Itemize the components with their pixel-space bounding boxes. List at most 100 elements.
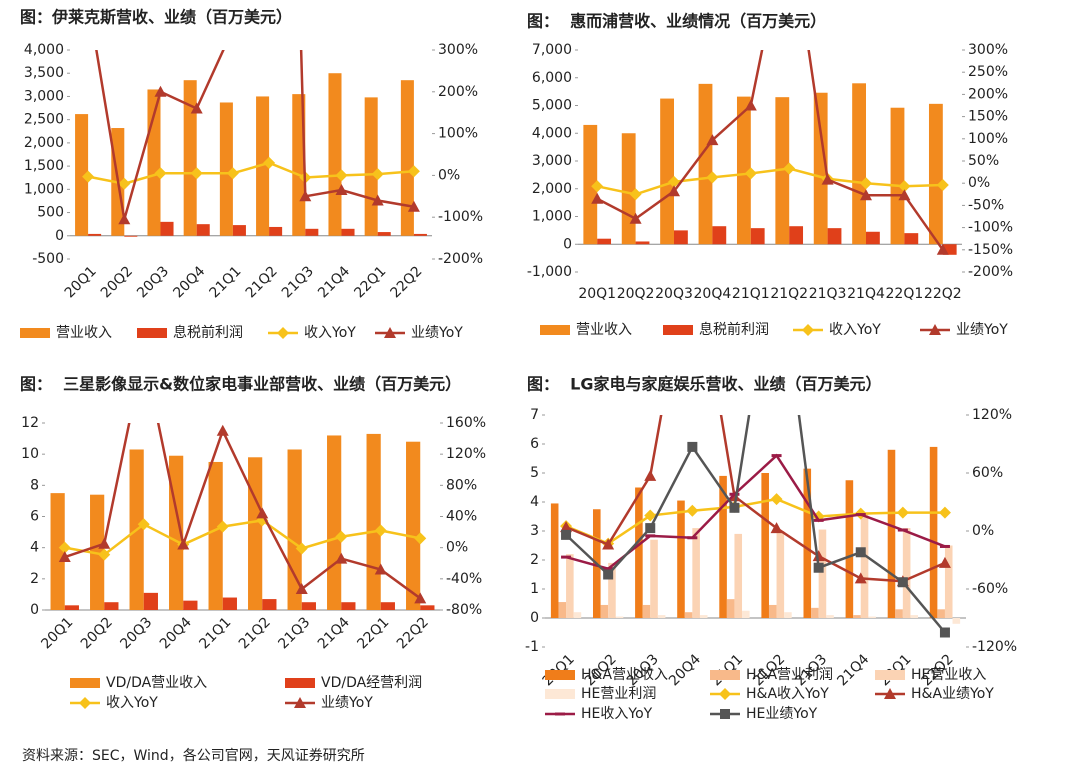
y-tick-label: 8: [30, 477, 39, 493]
point: [668, 175, 680, 188]
bar: [248, 457, 263, 610]
point: [295, 582, 308, 594]
bar: [692, 528, 700, 618]
x-tick-label: 21Q4: [315, 263, 353, 301]
y-tick-label: -1: [525, 639, 539, 655]
point: [938, 506, 951, 519]
bar: [222, 597, 237, 610]
chart-title: 图：伊莱克斯营收、业绩（百万美元）: [20, 8, 292, 27]
x-tick-label: 22Q1: [351, 263, 389, 301]
bar: [660, 98, 674, 245]
bar: [183, 80, 197, 236]
point: [82, 0, 94, 5]
y-tick-label: 0: [55, 228, 64, 244]
point: [687, 536, 698, 540]
x-tick-label: 20Q1: [62, 263, 100, 301]
legend-label: 业绩YoY: [956, 322, 1008, 338]
point: [896, 506, 909, 519]
point: [770, 493, 783, 506]
y2-tick-label: 0%: [438, 167, 460, 183]
y-tick-label: 0: [30, 602, 39, 618]
point: [295, 542, 308, 555]
bar: [803, 468, 812, 618]
point: [936, 243, 949, 255]
point: [58, 541, 71, 554]
y-tick-label: 6,000: [532, 70, 572, 86]
y-tick-label: -500: [32, 251, 64, 267]
point: [137, 518, 150, 531]
bar: [928, 103, 943, 245]
bar: [657, 615, 666, 618]
chart-title: 图： 惠而浦营收、业绩情况（百万美元）: [527, 12, 826, 31]
legend-marker: [719, 688, 731, 700]
point: [706, 171, 719, 184]
y-tick-label: 1: [530, 581, 539, 597]
point: [645, 523, 656, 534]
bar: [608, 562, 616, 618]
point: [686, 504, 699, 517]
bar: [366, 433, 381, 610]
bar: [742, 610, 750, 618]
bar: [845, 480, 854, 618]
bar: [328, 73, 342, 236]
bar: [341, 602, 356, 610]
bar: [698, 83, 713, 245]
x-tick-label: 21Q4: [834, 651, 872, 689]
x-tick-label: 22Q2: [394, 614, 432, 652]
bar: [600, 604, 609, 618]
bar: [827, 228, 842, 245]
point: [706, 134, 719, 146]
bar: [305, 228, 319, 236]
bar: [64, 605, 79, 610]
bar: [635, 487, 643, 618]
bar: [583, 124, 598, 245]
legend-label: H&A营业利润: [746, 667, 833, 683]
point: [216, 424, 229, 436]
x-tick-label: 20Q1: [578, 286, 616, 302]
x-tick-label: 21Q4: [315, 614, 353, 652]
y2-tick-label: 250%: [968, 64, 1008, 80]
legend-label: 营业收入: [576, 322, 632, 338]
legend-label: 息税前利润: [699, 321, 769, 338]
bar: [887, 449, 896, 618]
legend-label: H&A收入YoY: [746, 686, 829, 702]
point: [939, 627, 950, 638]
point: [629, 212, 642, 224]
y-tick-label: 2,000: [532, 181, 572, 197]
legend-label: HE业绩YoY: [746, 706, 818, 722]
point: [855, 513, 866, 517]
y-tick-label: -1,000: [527, 264, 572, 280]
bar: [256, 96, 270, 236]
y-tick-label: 4: [30, 540, 39, 556]
point: [177, 538, 190, 550]
bar: [929, 446, 938, 618]
bar: [160, 221, 174, 236]
legend-marker: [277, 327, 289, 339]
legend-label: HE营业利润: [581, 686, 656, 702]
point: [936, 178, 949, 191]
point: [860, 189, 872, 201]
point: [190, 102, 203, 114]
bar: [597, 238, 612, 245]
point: [371, 168, 384, 181]
y-tick-label: 3,000: [532, 153, 572, 169]
legend-label: 息税前利润: [173, 324, 243, 341]
bar: [902, 528, 911, 618]
y2-tick-label: -40%: [446, 571, 482, 587]
chart-title: 图： LG家电与家庭娱乐营收、业绩（百万美元）: [527, 375, 881, 394]
y2-tick-label: 150%: [968, 109, 1008, 125]
bar: [736, 96, 751, 245]
chart-title: 图： 三星影像显示&数位家电事业部营收、业绩（百万美元）: [20, 375, 461, 394]
point: [821, 173, 834, 185]
point: [335, 184, 348, 196]
legend-label: 收入YoY: [106, 695, 158, 711]
y2-tick-label: 120%: [972, 407, 1012, 423]
y-tick-label: 1,000: [532, 209, 572, 225]
point: [591, 192, 604, 204]
legend-swatch: [285, 678, 315, 688]
point: [118, 177, 131, 190]
point: [58, 551, 71, 563]
legend-label: H&A业绩YoY: [911, 686, 994, 702]
x-tick-label: 20Q2: [617, 286, 655, 302]
